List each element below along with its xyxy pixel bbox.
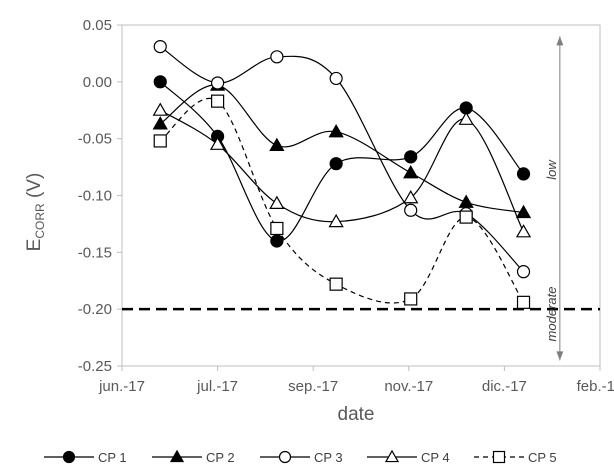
data-point [269, 137, 285, 152]
x-axis-title: date [338, 404, 375, 425]
legend-marker [169, 449, 185, 463]
data-point [270, 50, 284, 64]
annotation-low: low [544, 159, 559, 180]
data-point [516, 295, 531, 309]
data-point [329, 157, 343, 171]
data-point [404, 292, 418, 306]
y-axis-title: ECORR (V) [24, 173, 47, 252]
y-tick-label: -0.10 [78, 188, 112, 205]
y-tick-label: -0.20 [78, 301, 112, 318]
data-point [211, 94, 225, 108]
data-point [459, 210, 473, 224]
data-point [153, 39, 167, 54]
legend: CP 1 CP 2 CP 3 CP 4 CP 5 [44, 449, 557, 465]
series-2 [152, 77, 532, 219]
plot-frame [121, 24, 601, 367]
y-axis-title-subscript: CORR [33, 203, 47, 239]
x-tick-label: jun.-17 [98, 378, 145, 395]
data-point [152, 102, 168, 116]
series-4 [152, 102, 532, 238]
series-5 [153, 94, 531, 309]
range-arrow-low-head [556, 36, 564, 46]
y-axis-ticks: 0.05 0.00 -0.05 -0.10 -0.15 -0.20 -0.25 [78, 17, 122, 375]
legend-marker [492, 450, 506, 464]
legend-item-1: CP 1 [44, 450, 127, 465]
data-point [329, 71, 343, 86]
annotation-moderate: moderate [544, 287, 559, 342]
range-arrows [556, 36, 564, 361]
x-tick-label: feb.-18 [577, 378, 614, 395]
y-tick-label: -0.15 [78, 244, 112, 261]
series-3 [153, 39, 531, 279]
x-axis-ticks: jun.-17 jul.-17 sep.-17 nov.-17 dic.-17 feb.-… [98, 366, 614, 395]
data-point [516, 167, 531, 181]
x-tick-label: dic.-17 [482, 378, 527, 395]
data-point [458, 111, 474, 125]
data-point [404, 203, 418, 217]
x-tick-label: sep.-17 [288, 378, 338, 395]
range-arrow-moderate-head [556, 351, 564, 361]
legend-label: CP 2 [206, 450, 235, 465]
data-point [270, 221, 284, 236]
data-point [152, 116, 168, 130]
data-point [458, 194, 474, 208]
y-tick-label: 0.05 [83, 17, 112, 34]
x-tick-label: nov.-17 [384, 378, 433, 395]
y-tick-label: -0.05 [78, 131, 112, 148]
y-axis-title-main: E [24, 239, 45, 252]
y-tick-label: -0.25 [78, 358, 112, 375]
data-point [328, 213, 344, 228]
data-point [209, 136, 226, 150]
legend-marker [62, 450, 76, 464]
legend-label: CP 3 [314, 450, 343, 465]
series-layer [152, 39, 532, 309]
data-point [269, 195, 285, 210]
legend-item-4: CP 4 [367, 449, 450, 465]
data-point [211, 76, 225, 90]
legend-item-3: CP 3 [260, 450, 343, 465]
legend-item-5: CP 5 [474, 450, 557, 465]
legend-item-2: CP 2 [152, 449, 235, 465]
data-point [515, 204, 532, 219]
data-point [404, 150, 418, 164]
plot-border [121, 24, 601, 367]
legend-marker [384, 449, 400, 463]
legend-label: CP 4 [421, 450, 450, 465]
legend-label: CP 1 [98, 450, 127, 465]
legend-marker [278, 450, 292, 464]
y-tick-label: 0.00 [83, 74, 112, 91]
data-point [270, 234, 284, 248]
x-tick-label: jul.-17 [196, 378, 238, 395]
data-point [329, 277, 343, 291]
y-axis-title-unit: (V) [24, 173, 45, 204]
legend-label: CP 5 [528, 450, 557, 465]
data-point [328, 124, 344, 138]
data-point [516, 265, 531, 279]
data-point [153, 75, 167, 89]
data-point [403, 164, 419, 179]
data-point [403, 189, 419, 204]
data-point [515, 224, 532, 238]
data-point [153, 134, 167, 148]
